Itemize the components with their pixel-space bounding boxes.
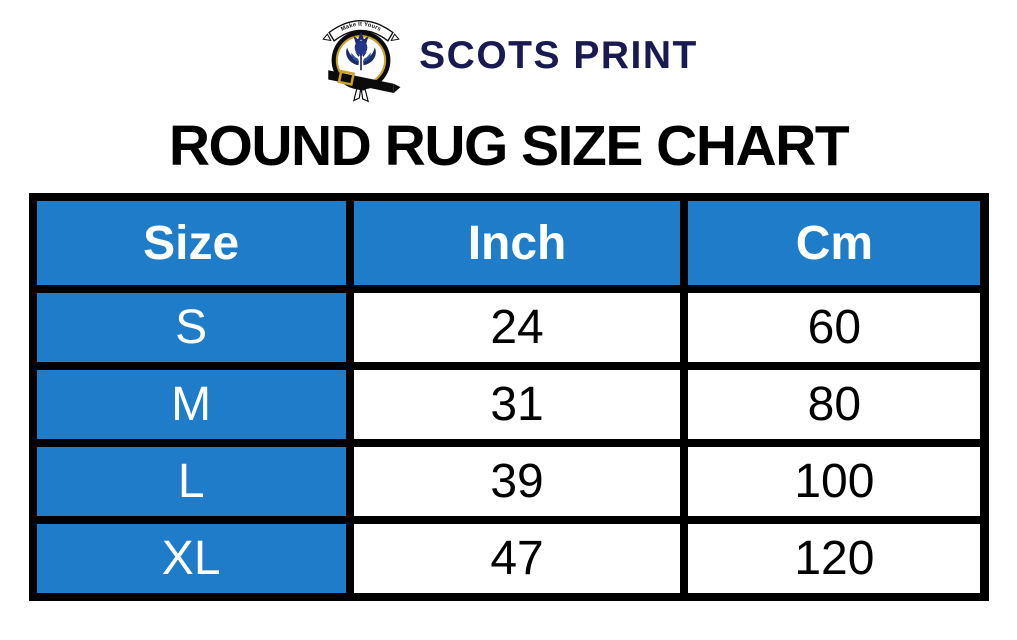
inch-cell-xl: 47	[353, 524, 681, 593]
cm-cell-s: 60	[688, 293, 981, 362]
size-cell-m: M	[36, 370, 346, 439]
cm-cell-m: 80	[688, 370, 981, 439]
size-cell-s: S	[36, 293, 346, 362]
inch-cell-s: 24	[353, 293, 681, 362]
belt-icon	[328, 69, 401, 103]
cm-cell-xl: 120	[688, 524, 981, 593]
page-title: ROUND RUG SIZE CHART	[168, 114, 850, 178]
tagline-text: Make It Yours	[340, 22, 382, 33]
brand-name: SCOTS PRINT	[419, 34, 698, 77]
size-chart-table: Size Inch Cm S 24 60 M 31 80 L 39 100 XL…	[28, 193, 989, 601]
column-header-cm: Cm	[688, 201, 981, 285]
size-cell-xl: XL	[36, 524, 346, 593]
inch-cell-m: 31	[353, 370, 681, 439]
thistle-icon	[346, 31, 377, 71]
column-header-inch: Inch	[353, 201, 681, 285]
column-header-size: Size	[36, 201, 346, 285]
brand-header: Make It Yours SCOTS PRINT	[0, 0, 1017, 106]
tagline-banner: Make It Yours	[322, 20, 400, 42]
inch-cell-l: 39	[353, 447, 681, 516]
scots-print-logo: Make It Yours	[322, 20, 401, 103]
cm-cell-l: 100	[688, 447, 981, 516]
svg-text:Make It Yours: Make It Yours	[340, 22, 382, 33]
size-cell-l: L	[36, 447, 346, 516]
